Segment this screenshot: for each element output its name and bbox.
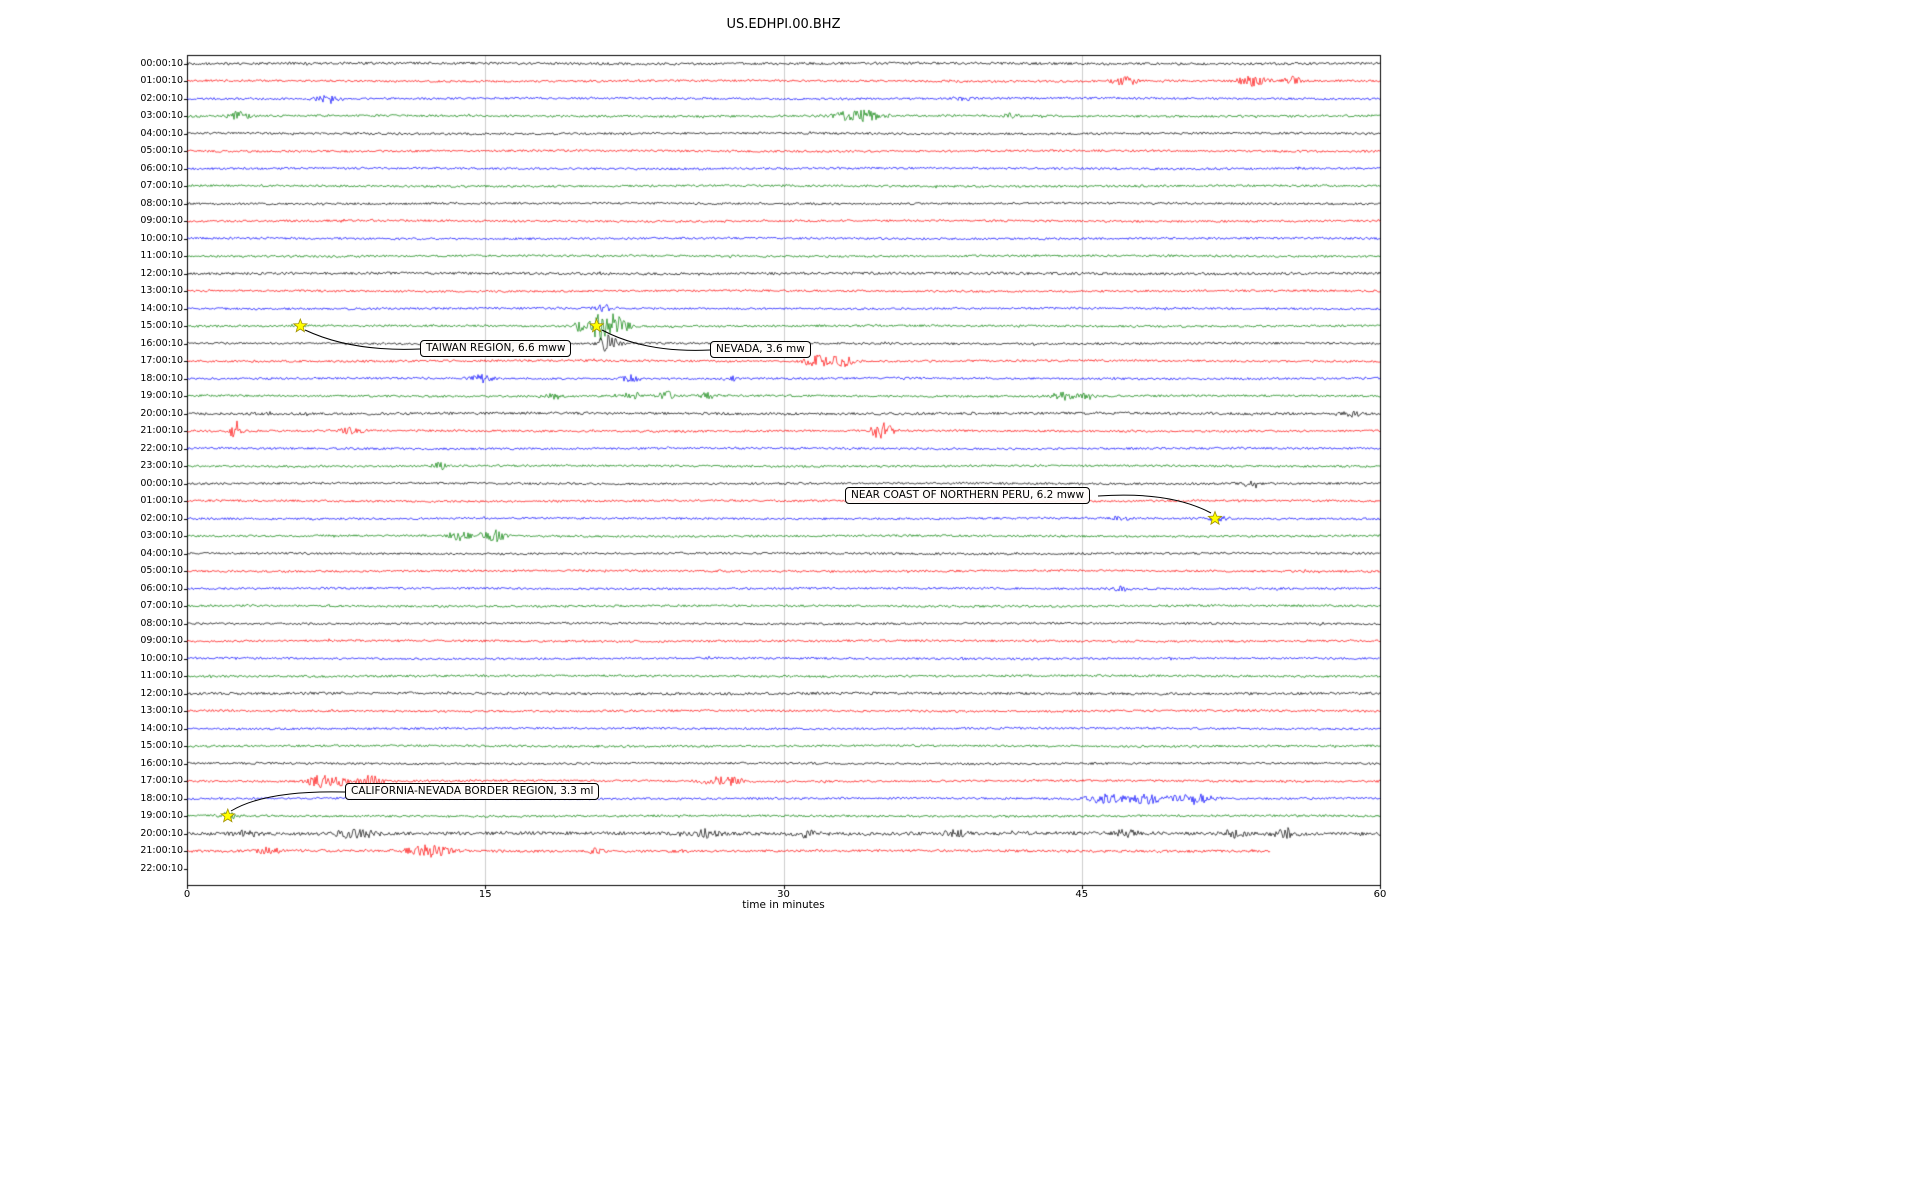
event-annotation: NEAR COAST OF NORTHERN PERU, 6.2 mww [845, 487, 1091, 504]
event-annotation: CALIFORNIA-NEVADA BORDER REGION, 3.3 ml [345, 783, 600, 800]
event-annotation: TAIWAN REGION, 6.6 mww [420, 340, 572, 357]
event-annotation: NEVADA, 3.6 mw [710, 341, 811, 358]
